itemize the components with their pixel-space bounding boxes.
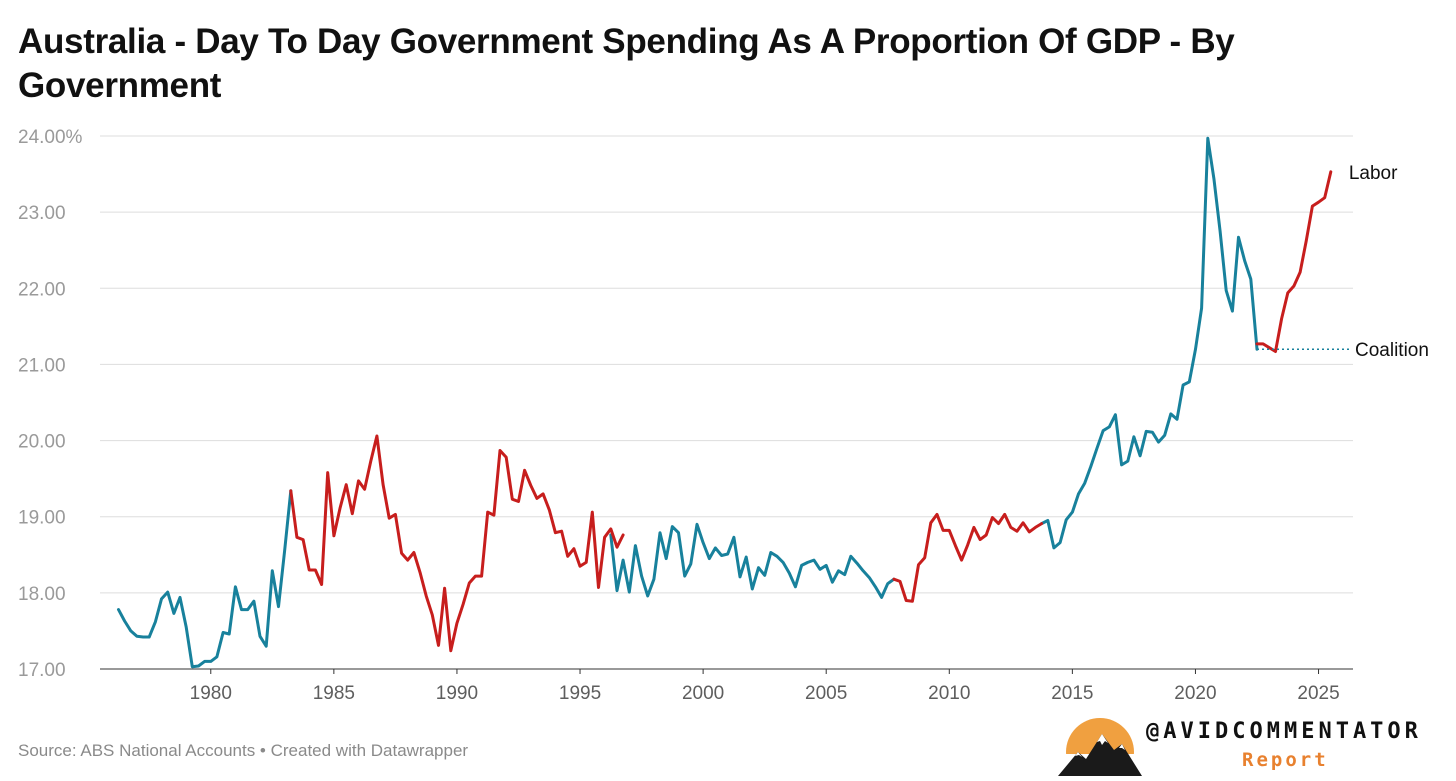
series-lines xyxy=(117,136,1333,669)
x-tick-label: 2020 xyxy=(1174,683,1216,704)
brand-subtitle: Report xyxy=(1242,749,1329,771)
series-line-labor xyxy=(1255,170,1333,353)
x-tick-label: 2005 xyxy=(805,683,847,704)
series-line-labor xyxy=(892,512,1044,603)
series-label-labor: Labor xyxy=(1349,163,1398,184)
y-tick-label: 23.00 xyxy=(18,203,66,224)
x-tick-label: 1995 xyxy=(559,683,601,704)
x-tick-label: 1980 xyxy=(190,683,232,704)
series-line-labor xyxy=(289,434,625,653)
y-tick-label: 22.00 xyxy=(18,279,66,300)
source-note: Source: ABS National Accounts • Created … xyxy=(18,741,469,760)
series-line-coalition xyxy=(609,522,896,599)
series-line-coalition xyxy=(1040,136,1259,550)
y-tick-label: 20.00 xyxy=(18,432,66,453)
series-line-coalition xyxy=(117,489,293,669)
series-label-coalition: Coalition xyxy=(1355,340,1429,361)
x-tick-label: 2010 xyxy=(928,683,970,704)
y-tick-label: 17.00 xyxy=(18,660,66,681)
x-tick-label: 2015 xyxy=(1051,683,1093,704)
gridlines xyxy=(100,135,1353,670)
chart-title: Australia - Day To Day Government Spendi… xyxy=(18,22,1235,105)
y-tick-label: 18.00 xyxy=(18,584,66,605)
x-tick-label: 2000 xyxy=(682,683,724,704)
brand-wordmark: @AVIDCOMMENTATOR Report xyxy=(1146,718,1446,771)
brand-handle[interactable]: @AVIDCOMMENTATOR xyxy=(1146,719,1422,744)
y-tick-label: 19.00 xyxy=(18,508,66,529)
x-tick-label: 1990 xyxy=(436,683,478,704)
x-tick-label: 2025 xyxy=(1297,683,1339,704)
y-tick-label: 24.00% xyxy=(18,127,83,148)
series-annotations: Labor Coalition xyxy=(1256,163,1429,361)
x-axis-labels: 1980 1985 1990 1995 2000 2005 2010 2015 2020 2025 xyxy=(190,669,1340,704)
x-tick-label: 1985 xyxy=(313,683,355,704)
y-axis-labels: 24.00% 23.00 22.00 21.00 20.00 19.00 18.00 17.0… xyxy=(18,127,83,681)
mountain-sun-logo-icon xyxy=(1056,718,1144,778)
y-tick-label: 21.00 xyxy=(18,355,66,376)
